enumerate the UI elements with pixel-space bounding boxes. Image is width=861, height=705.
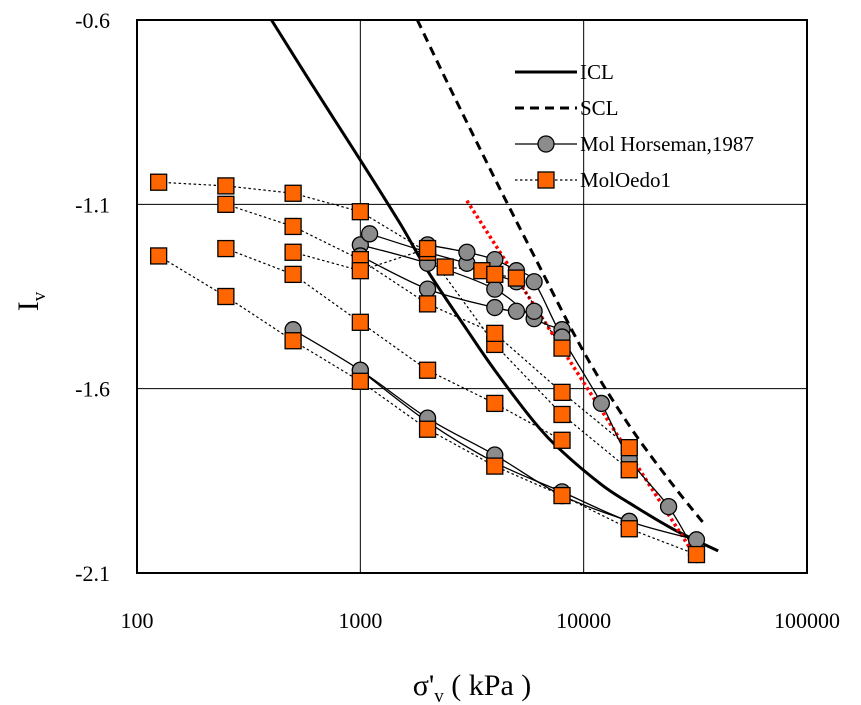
square-marker	[418, 420, 437, 438]
x-axis-title-main: σ'	[413, 669, 435, 702]
y-tick-label: -1.6	[75, 377, 110, 402]
square-marker	[217, 287, 235, 306]
square-marker	[620, 439, 638, 457]
square-marker	[486, 324, 504, 343]
circle-marker	[525, 273, 543, 291]
square-marker	[553, 383, 571, 402]
square-marker	[284, 184, 302, 202]
square-marker	[486, 265, 504, 284]
legend-label: MolOedo1	[580, 168, 671, 192]
legend-entry: ICL	[515, 60, 614, 84]
legend-label: ICL	[580, 60, 614, 84]
x-tick-label: 1000	[338, 608, 382, 633]
square-marker	[553, 486, 571, 505]
x-axis-title-subscript: v	[434, 686, 444, 705]
axis-ticks: 100 1000 10000 100000 -0.6 -1.1 -1.6 -2.1	[75, 8, 840, 633]
circle-series-line	[427, 244, 698, 555]
square-marker	[687, 545, 706, 564]
circle-series-line	[292, 329, 630, 522]
square-marker	[620, 520, 638, 538]
icl-line	[270, 20, 719, 553]
square-marker	[351, 203, 369, 221]
square-marker	[351, 313, 369, 331]
circle-marker	[659, 497, 678, 516]
y-tick-label: -0.6	[75, 8, 110, 33]
y-axis-title-subscript: v	[29, 291, 50, 301]
y-axis-title: Iv	[12, 291, 50, 311]
square-marker	[149, 247, 168, 265]
red-dotted-line	[465, 199, 698, 560]
square-marker	[553, 431, 571, 449]
square-marker	[284, 243, 302, 261]
square-marker	[620, 461, 638, 479]
circle-marker	[507, 302, 526, 320]
circle-marker	[687, 531, 706, 549]
square-marker	[351, 372, 369, 390]
y-tick-label: -1.1	[75, 192, 110, 217]
square-marker	[284, 217, 302, 236]
square-marker	[217, 239, 235, 258]
legend-circle-marker	[537, 135, 555, 153]
circle-marker	[486, 280, 504, 298]
square-marker	[418, 295, 437, 313]
legend-entry: Mol Horseman,1987	[515, 132, 754, 156]
square-marker	[418, 361, 437, 379]
circle-marker	[592, 394, 611, 413]
circle-marker	[525, 302, 543, 320]
legend-label: Mol Horseman,1987	[580, 132, 754, 156]
legend: ICL SCL Mol Horseman,1987 MolOedo1	[515, 60, 754, 192]
square-marker	[217, 177, 235, 195]
legend-entry: MolOedo1	[515, 168, 671, 192]
square-marker	[284, 265, 302, 284]
x-axis-title: σ'v ( kPa )	[413, 669, 532, 705]
y-axis-title-main: I	[12, 301, 45, 311]
square-marker	[553, 405, 571, 424]
legend-label: SCL	[580, 96, 619, 120]
x-axis-title-unit: ( kPa )	[444, 669, 531, 702]
legend-entry: SCL	[515, 96, 619, 120]
x-tick-label: 100	[121, 608, 154, 633]
square-marker	[351, 262, 369, 280]
circle-marker	[360, 225, 379, 243]
square-marker	[436, 258, 454, 276]
square-marker	[507, 269, 526, 287]
square-marker	[217, 195, 235, 213]
square-marker	[418, 239, 437, 258]
circle-marker	[418, 280, 437, 298]
circle-marker	[486, 298, 504, 317]
square-marker	[284, 332, 302, 350]
series-markers	[149, 173, 706, 564]
square-marker	[486, 457, 504, 475]
plot-area-frame	[136, 19, 808, 574]
y-tick-label: -2.1	[75, 561, 110, 586]
square-series-line	[292, 247, 563, 349]
scl-line	[415, 20, 707, 527]
x-tick-label: 10000	[556, 608, 611, 633]
square-marker	[553, 339, 571, 357]
square-marker	[149, 173, 168, 191]
square-marker	[486, 394, 504, 413]
square-series-line	[225, 248, 563, 441]
circle-marker	[458, 243, 476, 261]
x-tick-label: 100000	[774, 608, 840, 633]
legend-square-marker	[537, 171, 555, 189]
grid-lines	[137, 20, 807, 573]
